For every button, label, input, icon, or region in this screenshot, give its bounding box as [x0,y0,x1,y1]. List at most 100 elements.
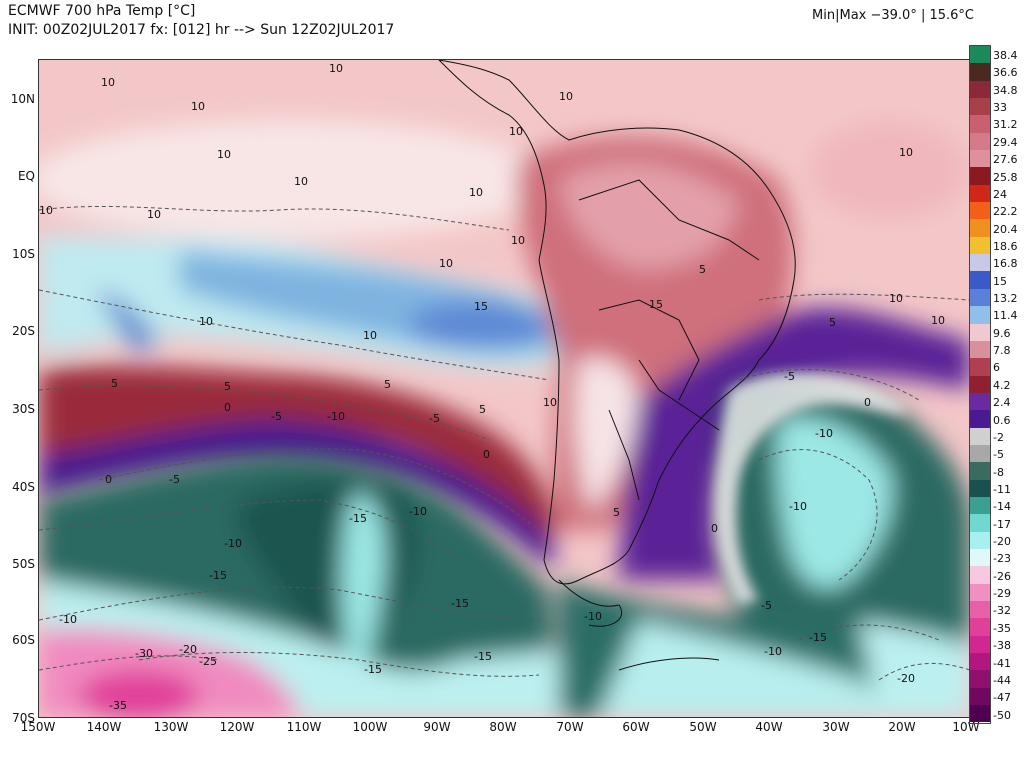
color-scale-segment [970,496,990,515]
color-scale-segment [970,167,990,185]
contour-label: 10 [559,90,573,103]
lat-label: 70S [12,711,35,725]
color-scale-segment [970,410,990,428]
contour-atlantic-minus20 [878,662,970,681]
contour-atlantic-10 [758,293,970,301]
color-scale-label: -32 [993,604,1011,618]
blue-patch-west [99,290,159,350]
contour-label: 10 [469,186,483,199]
color-scale-segment [970,340,990,359]
color-scale-segment [970,670,990,688]
color-scale-label: -26 [993,569,1011,583]
lon-label: 30W [822,720,850,734]
color-scale-bar [969,45,991,724]
color-scale-segment [970,358,990,376]
contour-label: -25 [199,655,217,668]
color-scale-segment [970,479,990,497]
color-scale-segment [970,271,990,289]
contour-label: -15 [474,650,492,663]
color-scale-segment [970,150,990,168]
contour-label: 10 [101,76,115,89]
contour-label: 0 [105,473,112,486]
contour-label: 10 [217,148,231,161]
contour-label: -15 [364,663,382,676]
color-scale-label: 13.2 [993,292,1018,306]
color-scale-label: 6 [993,361,1000,375]
color-scale-segment [970,392,990,411]
contour-minus15 [138,652,540,677]
contour-label: -20 [897,672,915,685]
color-scale-label: 18.6 [993,239,1018,253]
contour-label: -15 [209,569,227,582]
color-scale-segment [970,583,990,601]
contour-label: 10 [191,100,205,113]
contour-label: 5 [111,377,118,390]
contour-label: 10 [329,62,343,75]
contour-label: 5 [829,316,836,329]
color-scale-segment [970,427,990,445]
contour-label: 15 [649,298,663,311]
color-scale-label: -8 [993,465,1004,479]
contour-label: 5 [384,378,391,391]
contour-label: -5 [271,410,282,423]
contour-label: 15 [474,300,488,313]
contour-label: -15 [349,512,367,525]
color-scale-segment [970,601,990,619]
color-scale-segment [970,653,990,671]
contour-label: -10 [815,427,833,440]
cyan-tongue [341,490,386,680]
lon-label: 60W [622,720,650,734]
contour-label: 0 [711,522,718,535]
color-scale-segment [970,548,990,567]
color-scale-segment [970,375,990,393]
contour-atlantic-minus10 [758,449,878,581]
lon-label: 150W [20,720,56,734]
color-scale-segment [970,202,990,220]
amazon-pale-area [559,162,739,270]
color-scale-label: -20 [993,535,1011,549]
contour-label: -10 [789,500,807,513]
color-scale-segment [970,46,990,64]
color-scale-label: 15 [993,274,1007,288]
color-scale-label: 16.8 [993,257,1018,271]
color-scale-segment [970,531,990,549]
andes-pale-strip [573,357,639,510]
color-scale-segment [970,236,990,255]
color-scale-label: 36.6 [993,66,1018,80]
color-scale-label: -35 [993,621,1011,635]
color-scale-label: -50 [993,708,1011,722]
color-scale-label: 27.6 [993,153,1018,167]
color-scale-label: 34.8 [993,83,1018,97]
lon-label: 140W [86,720,122,734]
color-scale-label: -11 [993,482,1011,496]
contour-0 [98,448,540,531]
contour-label: -10 [584,610,602,623]
lon-label: 110W [286,720,322,734]
contour-label: -5 [761,599,772,612]
lat-label: 20S [12,324,35,338]
color-scale-segment [970,687,990,706]
contour-10-south [39,289,550,381]
color-scale-segment [970,705,990,723]
color-scale-label: -29 [993,587,1011,601]
tierra-del-fuego-outline [558,579,622,627]
country-border-chile [608,409,640,501]
contour-5 [39,385,490,441]
contour-label: -15 [809,631,827,644]
lon-label: 120W [219,720,255,734]
country-border-south [638,359,720,431]
color-scale-segment [970,63,990,81]
contour-lines [39,205,970,681]
contour-minus10 [39,586,540,621]
contour-label: -10 [409,505,427,518]
contour-label: 5 [479,403,486,416]
lon-label: 40W [755,720,783,734]
lat-label: 40S [12,480,35,494]
warm-ridge-band [39,365,559,540]
contour-label: -10 [764,645,782,658]
contour-label: 5 [224,380,231,393]
temperature-map: 10 10 10 10 10 10 10 10 10 10 10 10 10 1… [38,59,971,718]
antarctic-peninsula-outline [618,657,720,671]
southern-cyan-band [599,620,899,717]
lon-label: 90W [423,720,451,734]
